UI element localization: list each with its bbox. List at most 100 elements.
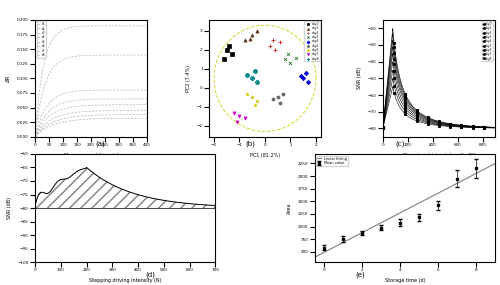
day1 (246, 36, 254, 41)
day8 (251, 68, 259, 73)
day4 (445, 123, 451, 126)
day3 (452, 123, 458, 127)
day5 (476, 125, 482, 129)
Line: day3: day3 (382, 46, 496, 128)
day8 (254, 80, 262, 84)
Y-axis label: ΔR: ΔR (6, 75, 12, 82)
day7 (445, 124, 451, 128)
Legend: day0, day1, day2, day3, day4, day5, day6, day7, day8: day0, day1, day2, day3, day4, day5, day6… (304, 21, 320, 61)
Legend: s1, s2, s3, s4, s5, s6, s7, s8: s1, s2, s3, s4, s5, s6, s7, s8 (36, 21, 46, 58)
day7 (387, 91, 393, 95)
day5 (390, 60, 396, 64)
day2 (268, 38, 276, 43)
day2 (445, 122, 451, 126)
day1 (448, 123, 454, 126)
day4 (380, 126, 386, 129)
Y-axis label: PC2 (7.4%): PC2 (7.4%) (186, 65, 191, 92)
day8 (476, 126, 482, 129)
day5 (387, 80, 393, 83)
Line: day8: day8 (382, 86, 496, 129)
Text: (a): (a) (95, 140, 105, 147)
Text: (c): (c) (396, 140, 404, 147)
X-axis label: Measurement time (s): Measurement time (s) (64, 152, 118, 158)
day1 (390, 32, 396, 35)
day3 (292, 55, 300, 60)
day8 (452, 125, 458, 129)
day5 (452, 124, 458, 127)
day7 (233, 120, 241, 124)
day6 (390, 68, 396, 72)
day4 (296, 74, 304, 79)
day0 (222, 48, 230, 52)
day8 (448, 125, 454, 128)
day1 (452, 123, 458, 126)
day7 (452, 125, 458, 128)
Linear fitting (492, 162, 498, 165)
day0 (387, 56, 393, 60)
day2 (390, 38, 396, 42)
day5 (448, 124, 454, 127)
day4 (476, 125, 482, 129)
day3 (387, 69, 393, 73)
day4 (465, 125, 471, 128)
day6 (492, 126, 498, 129)
day8 (248, 76, 256, 81)
day4 (492, 126, 498, 129)
day8 (445, 125, 451, 128)
day5 (274, 95, 281, 100)
day5 (380, 126, 386, 129)
day7 (492, 126, 498, 130)
Text: (e): (e) (355, 271, 365, 278)
Line: Linear fitting: Linear fitting (314, 164, 495, 257)
day2 (452, 123, 458, 127)
day8 (465, 126, 471, 129)
Y-axis label: SNR (dB): SNR (dB) (7, 197, 12, 219)
day8 (492, 126, 498, 130)
Linear fitting (404, 207, 410, 211)
Line: day4: day4 (382, 53, 496, 129)
day3 (282, 57, 290, 62)
day6 (380, 126, 386, 129)
Line: day2: day2 (382, 39, 496, 128)
Linear fitting (483, 167, 489, 170)
day0 (390, 27, 396, 30)
day1 (476, 125, 482, 129)
day0 (452, 123, 458, 126)
day6 (387, 86, 393, 89)
day2 (266, 44, 274, 48)
day3 (492, 126, 498, 129)
day3 (286, 61, 294, 66)
day0 (228, 51, 236, 56)
day0 (226, 44, 234, 48)
day6 (445, 124, 451, 127)
day0 (220, 57, 228, 62)
day3 (380, 126, 386, 129)
day5 (276, 101, 284, 105)
day1 (248, 32, 256, 37)
day7 (465, 125, 471, 129)
day7 (390, 77, 396, 80)
day4 (387, 74, 393, 78)
Line: day1: day1 (382, 33, 496, 128)
day2 (465, 125, 471, 128)
day5 (279, 91, 287, 96)
day1 (254, 29, 262, 33)
day6 (448, 124, 454, 127)
day7 (380, 126, 386, 130)
Legend: Linear fitting, Mean value: Linear fitting, Mean value (316, 156, 348, 166)
day8 (390, 85, 396, 89)
day5 (492, 126, 498, 129)
Linear fitting (312, 256, 318, 259)
Linear fitting (354, 234, 360, 237)
Text: (d): (d) (145, 271, 155, 278)
day1 (380, 126, 386, 129)
Line: day5: day5 (382, 61, 496, 129)
day6 (248, 95, 256, 100)
Line: day7: day7 (382, 78, 496, 129)
Line: day0: day0 (382, 28, 496, 128)
day2 (476, 125, 482, 129)
day2 (387, 65, 393, 68)
Linear fitting (346, 238, 352, 241)
day4 (299, 76, 307, 81)
Linear fitting (478, 170, 484, 173)
